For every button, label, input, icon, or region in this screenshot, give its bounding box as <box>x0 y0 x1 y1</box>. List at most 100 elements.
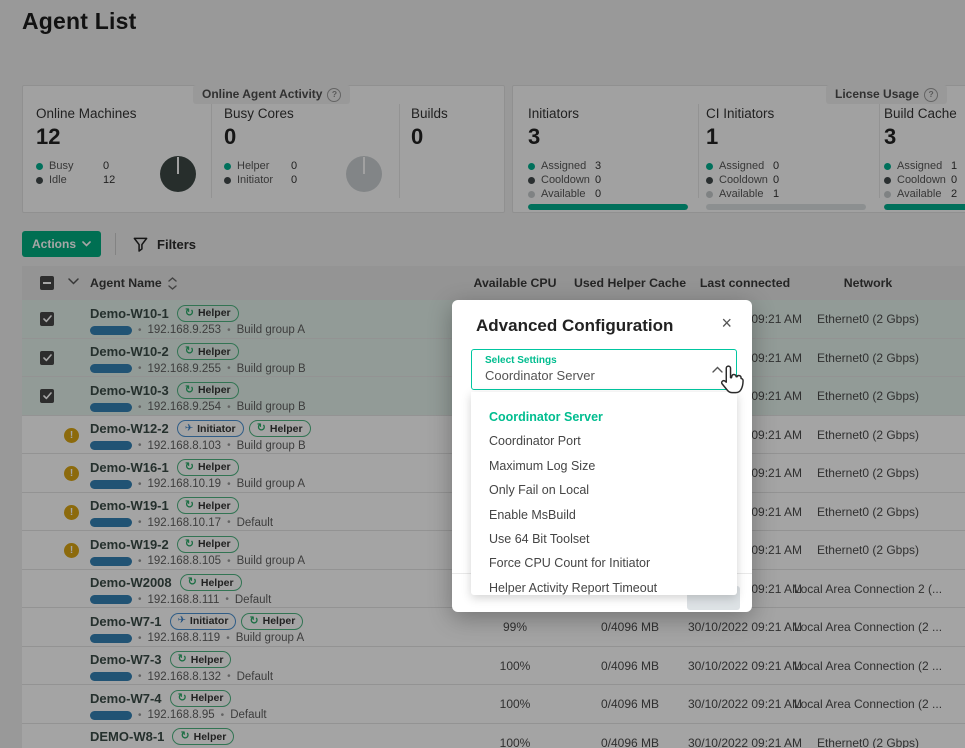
table-row[interactable]: ! Demo-W7-4 ↻Helper • 192.168.8.95 • Def… <box>22 685 965 724</box>
agent-name-block: Demo-W7-3 ↻ Helper • 192.168.8.132 • Defa… <box>90 651 273 684</box>
agent-name-block: Demo-W10-3 ↻ Helper • 192.168.9.254 • Bui… <box>90 381 306 414</box>
dropdown-option[interactable]: Coordinator Server <box>489 410 603 424</box>
stat-label: CI Initiators <box>706 106 775 121</box>
refresh-icon: ↻ <box>184 383 194 396</box>
table-row[interactable]: ! Demo-W7-3 ↻Helper • 192.168.8.132 • De… <box>22 646 965 685</box>
bullet-separator: • <box>227 401 231 413</box>
selection-menu-chevron-icon[interactable] <box>68 278 79 285</box>
bullet-separator: • <box>138 671 142 682</box>
actions-button[interactable]: Actions <box>22 231 102 257</box>
bullet-separator: • <box>138 709 142 721</box>
dropdown-option[interactable]: Maximum Log Size <box>489 458 596 473</box>
stat-value: 3 <box>884 124 897 149</box>
column-header-agent-name[interactable]: Agent Name <box>90 266 177 300</box>
dropdown-option[interactable]: Enable MsBuild <box>489 507 576 522</box>
agent-name[interactable]: Demo-W7-1 <box>90 613 162 629</box>
agent-group: Build group B <box>236 362 306 375</box>
agent-name[interactable]: Demo-W10-3 <box>90 382 169 398</box>
help-icon[interactable]: ? <box>327 87 342 102</box>
badge-list: ↻ Helper <box>176 535 239 553</box>
close-icon[interactable]: × <box>721 313 732 333</box>
online-machines-pie-chart <box>160 156 196 192</box>
help-icon[interactable]: ? <box>924 87 939 102</box>
agent-name[interactable]: Demo-W7-4 <box>90 690 162 706</box>
sort-icon[interactable] <box>168 276 177 290</box>
legend-value: 0 <box>595 174 602 186</box>
stat-build-cache: Build Cache 3 Assigned 1 Cooldown 0 Availa… <box>884 106 957 201</box>
busy-cores-pie-chart <box>346 156 382 192</box>
agent-group: Build group B <box>236 439 306 452</box>
badge-list: ✈ Initiator ↻ Helper <box>169 612 304 630</box>
refresh-icon: ↻ <box>177 691 187 704</box>
agent-name-block: Demo-W10-1 ↻ Helper • 192.168.9.253 • Bui… <box>90 304 305 337</box>
legend-dot <box>528 190 535 198</box>
agent-name[interactable]: Demo-W16-1 <box>90 459 169 475</box>
agent-name[interactable]: Demo-W10-1 <box>90 305 169 321</box>
legend-dot <box>528 162 535 170</box>
warning-icon: ! <box>64 466 79 481</box>
agent-ip: 192.168.8.95 <box>147 709 215 721</box>
panel-tab-license-usage: License Usage ? <box>826 85 948 104</box>
bullet-separator: • <box>225 594 229 605</box>
agent-group: Default <box>230 709 267 721</box>
refresh-icon: ↻ <box>177 653 187 665</box>
table-row[interactable]: ! Demo-W7-1 ✈Initiator↻Helper • 192.168.… <box>22 608 965 647</box>
row-checkbox[interactable] <box>40 312 54 326</box>
legend-dot <box>884 190 891 198</box>
agent-name[interactable]: Demo-W7-3 <box>90 652 162 667</box>
dropdown-option[interactable]: Force CPU Count for Initiator <box>489 556 651 571</box>
available-cpu-cell: 100% <box>499 735 531 748</box>
agent-name-block: Demo-W12-2 ✈ Initiator ↻ Helper • 192.168.8… <box>90 420 311 453</box>
used-helper-cache-cell: 0/4096 MB <box>600 620 660 634</box>
initiators-usage-bar <box>528 204 688 210</box>
filters-button[interactable]: Filters <box>132 236 196 253</box>
agent-name[interactable]: DEMO-W8-1 <box>90 729 165 744</box>
bullet-separator: • <box>227 517 231 528</box>
agent-name[interactable]: Demo-W10-2 <box>90 344 169 359</box>
row-checkbox[interactable] <box>40 350 54 365</box>
network-cell: Local Area Connection (2 ... <box>793 697 943 711</box>
badge-label: Helper <box>197 384 231 396</box>
divider <box>115 233 117 255</box>
agent-name[interactable]: Demo-W19-2 <box>90 536 169 552</box>
agent-group: Default <box>234 593 272 606</box>
stat-label: Builds <box>411 106 448 121</box>
filters-label: Filters <box>157 236 197 252</box>
refresh-icon: ↻ <box>184 345 194 357</box>
legend-dot <box>528 176 535 184</box>
network-cell: Ethernet0 (2 Gbps) <box>816 427 920 442</box>
refresh-icon: ↻ <box>180 730 190 742</box>
agent-ip: 192.168.8.119 <box>147 632 221 644</box>
stat-label: Build Cache <box>884 106 957 121</box>
agent-name[interactable]: Demo-W12-2 <box>90 421 169 436</box>
table-row[interactable]: ! DEMO-W8-1 ↻Helper • 192.168.9.252 • De… <box>22 723 965 748</box>
legend-dot <box>884 162 891 170</box>
network-cell: Ethernet0 (2 Gbps) <box>816 504 920 519</box>
bullet-separator: • <box>227 671 231 682</box>
settings-select[interactable]: Select Settings Coordinator Server <box>471 349 737 390</box>
helper-badge: ↻ Helper <box>176 458 239 476</box>
legend-label: Assigned <box>719 160 765 172</box>
dropdown-option[interactable]: Use 64 Bit Toolset <box>489 531 590 546</box>
table-header: Agent Name Available CPU Used Helper Cac… <box>22 266 965 300</box>
column-header-used-helper-cache: Used Helper Cache <box>573 276 687 290</box>
agent-group: Default <box>236 516 274 529</box>
network-cell: Local Area Connection (2 ... <box>793 620 943 634</box>
warning-icon: ! <box>64 543 79 558</box>
dropdown-option[interactable]: Helper Activity Report Timeout <box>489 580 658 595</box>
dropdown-option[interactable]: Coordinator Port <box>489 434 581 449</box>
stat-busy-cores: Busy Cores 0 Helper 0 Initiator 0 <box>224 106 297 187</box>
dropdown-option[interactable]: Only Fail on Local <box>489 483 590 498</box>
agent-name[interactable]: Demo-W19-1 <box>90 498 169 513</box>
legend-dot <box>36 176 43 184</box>
chevron-up-icon <box>712 366 723 373</box>
legend: Assigned 3 Cooldown 0 Available 0 <box>528 159 601 201</box>
agent-name[interactable]: Demo-W2008 <box>90 575 172 590</box>
network-cell: Ethernet0 (2 Gbps) <box>816 735 920 748</box>
legend-label: Available <box>541 188 586 200</box>
used-helper-cache-cell: 0/4096 MB <box>600 697 660 711</box>
bullet-separator: • <box>138 555 142 567</box>
rocket-icon: ✈ <box>177 615 186 626</box>
row-checkbox[interactable] <box>40 389 54 403</box>
select-all-checkbox[interactable] <box>40 276 54 290</box>
